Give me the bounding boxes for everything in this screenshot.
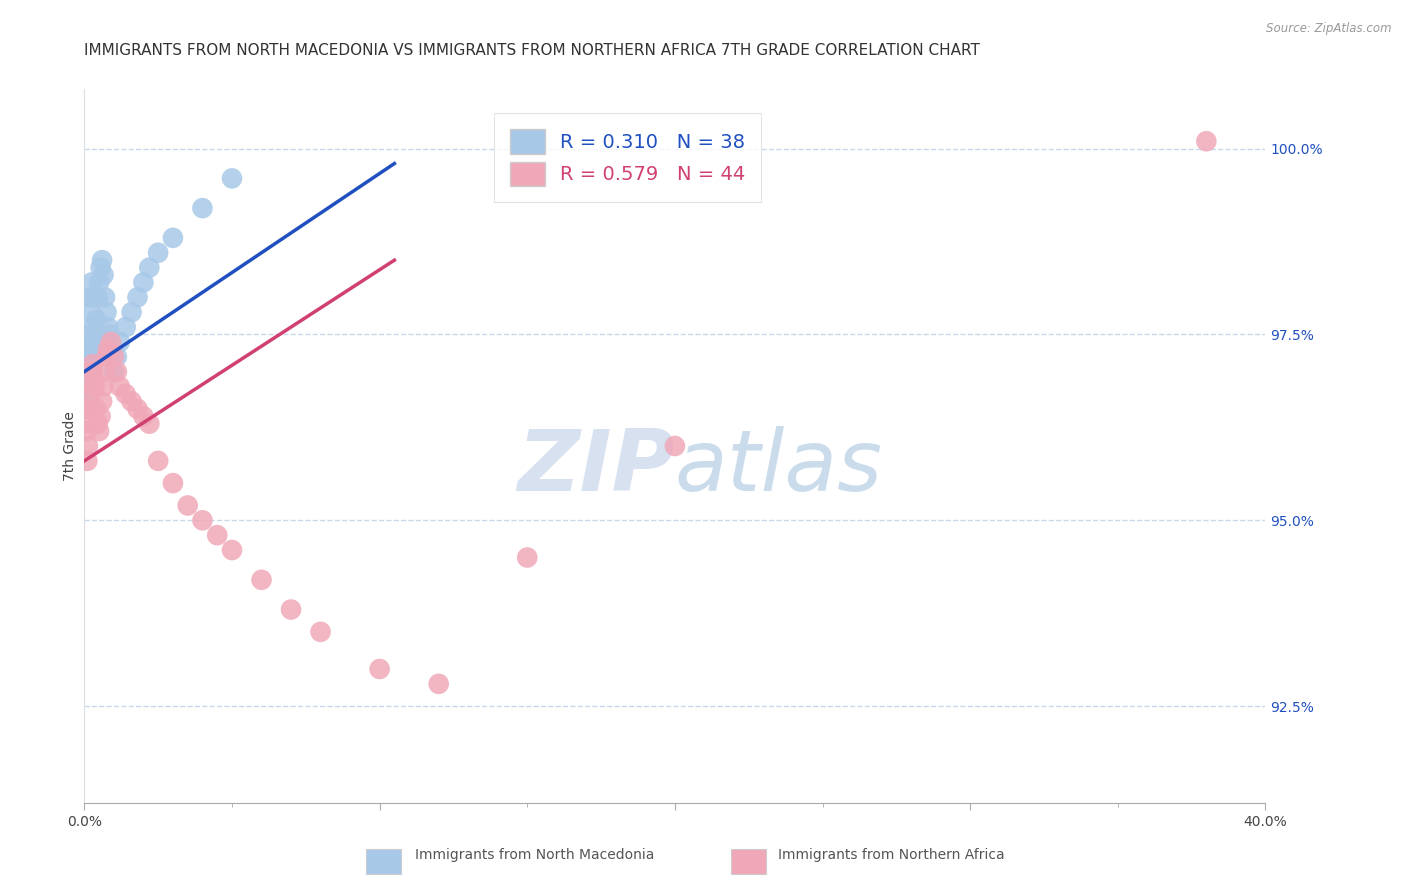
Point [250,573,273,587]
Point [83,343,105,357]
Point [80,365,103,379]
Point [309,624,332,639]
Point [100,343,122,357]
Text: Source: ZipAtlas.com: Source: ZipAtlas.com [1267,22,1392,36]
Point [132,409,155,424]
Point [76,424,98,438]
Point [82,320,104,334]
Point [114,387,136,401]
Point [77,350,100,364]
Point [138,417,160,431]
Point [105,365,128,379]
Point [191,513,214,527]
Point [96,350,118,364]
Point [82,357,104,371]
Point [75,401,97,416]
Point [89,276,111,290]
Point [121,394,143,409]
Point [84,327,107,342]
Point [97,320,120,334]
Point [80,290,103,304]
Point [108,379,131,393]
Text: IMMIGRANTS FROM NORTH MACEDONIA VS IMMIGRANTS FROM NORTHERN AFRICA 7TH GRADE COR: IMMIGRANTS FROM NORTH MACEDONIA VS IMMIG… [84,43,980,58]
Point [83,334,105,349]
Point [114,320,136,334]
Point [77,417,100,431]
Point [77,387,100,401]
Point [75,343,97,357]
Point [100,334,122,349]
Text: ZIP: ZIP [517,425,675,509]
Point [103,350,125,364]
Point [664,439,686,453]
Legend: R = 0.310   N = 38, R = 0.579   N = 44: R = 0.310 N = 38, R = 0.579 N = 44 [494,113,761,202]
Text: atlas: atlas [675,425,883,509]
Point [162,231,184,245]
Point [86,290,108,304]
Point [93,379,115,393]
Point [76,365,98,379]
Point [79,387,101,401]
Point [84,401,107,416]
Point [82,290,104,304]
Point [79,327,101,342]
Point [91,253,114,268]
Point [1195,134,1218,148]
Point [162,476,184,491]
Point [108,334,131,349]
Point [101,350,124,364]
Point [191,201,214,215]
Point [96,305,118,319]
Point [97,343,120,357]
Point [93,268,115,282]
Point [77,439,100,453]
Point [80,276,103,290]
Point [79,401,101,416]
Point [121,305,143,319]
Point [177,499,200,513]
Point [79,305,101,319]
Point [76,454,98,468]
Point [427,677,450,691]
Point [86,417,108,431]
Point [98,327,121,342]
Point [132,276,155,290]
Point [94,365,117,379]
Point [127,290,149,304]
Point [76,379,98,393]
Point [280,602,302,616]
Point [148,245,170,260]
Point [205,528,228,542]
Point [368,662,391,676]
Point [91,394,114,409]
Point [221,171,243,186]
Point [80,379,103,393]
Point [138,260,160,275]
Text: Immigrants from Northern Africa: Immigrants from Northern Africa [778,847,1004,862]
Point [221,543,243,558]
Point [94,290,117,304]
Y-axis label: 7th Grade: 7th Grade [63,411,77,481]
Point [83,379,105,393]
Point [516,550,538,565]
Point [127,401,149,416]
Point [84,312,107,326]
Point [90,409,112,424]
Point [148,454,170,468]
Point [82,365,104,379]
Text: Immigrants from North Macedonia: Immigrants from North Macedonia [415,847,654,862]
Point [90,260,112,275]
Point [89,424,111,438]
Point [105,350,128,364]
Point [103,365,125,379]
